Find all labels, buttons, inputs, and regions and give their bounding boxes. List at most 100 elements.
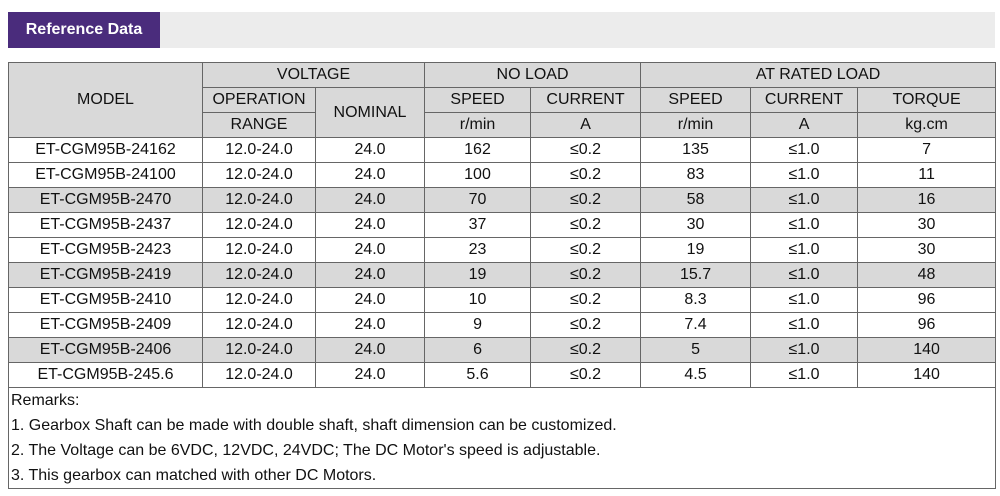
value-cell: 96 <box>857 287 997 313</box>
value-cell: 140 <box>857 362 997 388</box>
model-cell: ET-CGM95B-2410 <box>8 287 203 313</box>
value-cell: 24.0 <box>314 212 426 238</box>
value-cell: 10 <box>424 287 532 313</box>
value-cell: 30 <box>857 212 997 238</box>
value-cell: 24.0 <box>314 187 426 213</box>
head-cell: CURRENT <box>530 87 642 113</box>
value-cell: ≤0.2 <box>530 162 642 188</box>
value-cell: ≤0.2 <box>530 362 642 388</box>
value-cell: 12.0-24.0 <box>202 337 316 363</box>
unit-cell: A <box>750 112 859 138</box>
value-cell: ≤1.0 <box>750 237 859 263</box>
value-cell: 30 <box>857 237 997 263</box>
data-row: ET-CGM95B-2409 12.0-24.0 24.0 9 ≤0.2 7.4 ≤1.0 9… <box>8 312 997 338</box>
value-cell: 12.0-24.0 <box>202 312 316 338</box>
model-cell: ET-CGM95B-2437 <box>8 212 203 238</box>
head-cell: NO LOAD <box>424 62 642 88</box>
data-row: ET-CGM95B-2437 12.0-24.0 24.0 37 ≤0.2 30 ≤1.0 3… <box>8 212 997 238</box>
model-cell: ET-CGM95B-2409 <box>8 312 203 338</box>
value-cell: 24.0 <box>314 262 426 288</box>
head-cell: CURRENT <box>750 87 859 113</box>
head-cell: OPERATION <box>202 87 316 113</box>
head-cell: SPEED <box>424 87 532 113</box>
table-body: ET-CGM95B-24162 12.0-24.0 24.0 162 ≤0.2 135 ≤1… <box>8 137 997 388</box>
table-head: MODEL VOLTAGE NO LOAD AT RATED LOAD OPER… <box>8 62 997 138</box>
model-cell: ET-CGM95B-2406 <box>8 337 203 363</box>
value-cell: ≤1.0 <box>750 337 859 363</box>
value-cell: 12.0-24.0 <box>202 137 316 163</box>
data-row: ET-CGM95B-2406 12.0-24.0 24.0 6 ≤0.2 5 ≤1.0 140 <box>8 337 997 363</box>
value-cell: 11 <box>857 162 997 188</box>
value-cell: ≤1.0 <box>750 262 859 288</box>
value-cell: 83 <box>640 162 752 188</box>
value-cell: ≤0.2 <box>530 287 642 313</box>
value-cell: ≤1.0 <box>750 162 859 188</box>
head-cell: AT RATED LOAD <box>640 62 997 88</box>
value-cell: 24.0 <box>314 287 426 313</box>
value-cell: 19 <box>424 262 532 288</box>
unit-cell: RANGE <box>202 112 316 138</box>
value-cell: 12.0-24.0 <box>202 162 316 188</box>
value-cell: ≤1.0 <box>750 212 859 238</box>
value-cell: 24.0 <box>314 312 426 338</box>
value-cell: 12.0-24.0 <box>202 212 316 238</box>
data-row: ET-CGM95B-2410 12.0-24.0 24.0 10 ≤0.2 8.3 ≤1.0… <box>8 287 997 313</box>
value-cell: 24.0 <box>314 162 426 188</box>
value-cell: 5 <box>640 337 752 363</box>
remarks: Remarks: 1. Gearbox Shaft can be made wi… <box>7 387 997 489</box>
value-cell: 37 <box>424 212 532 238</box>
value-cell: 12.0-24.0 <box>202 362 316 388</box>
value-cell: 24.0 <box>314 362 426 388</box>
head-row: OPERATION NOMINAL SPEED CURRENT SPEED CU… <box>9 87 997 138</box>
remarks-row: Remarks: 1. Gearbox Shaft can be made wi… <box>7 387 997 489</box>
value-cell: 58 <box>640 187 752 213</box>
head-cell: NOMINAL <box>314 87 426 138</box>
header-bar: Reference Data <box>8 12 995 48</box>
value-cell: ≤0.2 <box>530 137 642 163</box>
head-cell: SPEED <box>640 87 752 113</box>
value-cell: 24.0 <box>314 137 426 163</box>
remark-item: 1. Gearbox Shaft can be made with double… <box>11 417 617 434</box>
value-cell: 7 <box>857 137 997 163</box>
value-cell: ≤1.0 <box>750 312 859 338</box>
value-cell: 5.6 <box>424 362 532 388</box>
value-cell: 16 <box>857 187 997 213</box>
model-cell: ET-CGM95B-24100 <box>8 162 203 188</box>
value-cell: ≤0.2 <box>530 312 642 338</box>
remarks-title: Remarks: <box>11 392 80 409</box>
value-cell: ≤1.0 <box>750 287 859 313</box>
value-cell: 12.0-24.0 <box>202 187 316 213</box>
data-row: ET-CGM95B-2470 12.0-24.0 24.0 70 ≤0.2 58 ≤1.0 1… <box>8 187 997 213</box>
value-cell: ≤0.2 <box>530 337 642 363</box>
value-cell: ≤1.0 <box>750 187 859 213</box>
header-title: Reference Data <box>8 12 160 48</box>
data-row: ET-CGM95B-245.6 12.0-24.0 24.0 5.6 ≤0.2 4.5 ≤1… <box>8 362 997 388</box>
value-cell: 23 <box>424 237 532 263</box>
head-cell: VOLTAGE <box>201 62 426 88</box>
head-cell: MODEL <box>8 62 203 138</box>
value-cell: ≤0.2 <box>530 237 642 263</box>
unit-cell: A <box>530 112 642 138</box>
value-cell: 12.0-24.0 <box>202 237 316 263</box>
value-cell: 9 <box>424 312 532 338</box>
spec-table: MODEL VOLTAGE NO LOAD AT RATED LOAD OPER… <box>7 62 997 489</box>
value-cell: 135 <box>640 137 752 163</box>
value-cell: 8.3 <box>640 287 752 313</box>
value-cell: 15.7 <box>640 262 752 288</box>
remark-item: 3. This gearbox can matched with other D… <box>11 467 377 484</box>
unit-cell: kg.cm <box>857 112 997 138</box>
value-cell: 12.0-24.0 <box>202 287 316 313</box>
value-cell: 24.0 <box>314 237 426 263</box>
unit-cell: r/min <box>424 112 532 138</box>
unit-cell: r/min <box>640 112 752 138</box>
value-cell: 7.4 <box>640 312 752 338</box>
head-row: RANGE r/min A r/min A kg.cm <box>9 112 997 138</box>
model-cell: ET-CGM95B-245.6 <box>8 362 203 388</box>
value-cell: ≤1.0 <box>750 137 859 163</box>
head-cell: TORQUE <box>857 87 997 113</box>
value-cell: 162 <box>424 137 532 163</box>
value-cell: 12.0-24.0 <box>202 262 316 288</box>
remarks-cell: Remarks: 1. Gearbox Shaft can be made wi… <box>7 387 997 489</box>
value-cell: 6 <box>424 337 532 363</box>
